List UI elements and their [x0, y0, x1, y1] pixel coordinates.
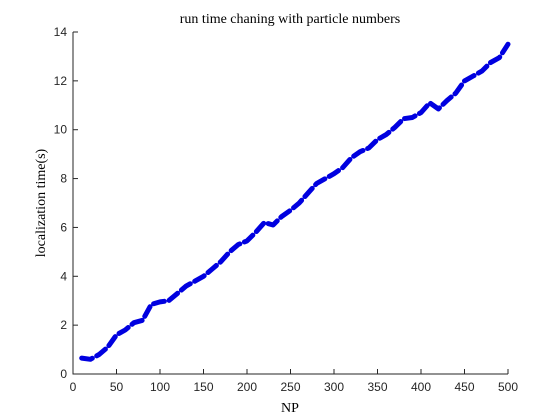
x-tick-label: 450: [454, 380, 474, 394]
series-layer: [79, 41, 511, 362]
y-tick-label: 8: [60, 172, 67, 186]
x-axis-label: NP: [281, 401, 299, 416]
x-tick-label: 250: [280, 380, 300, 394]
x-axis-ticks: 0 50 100 150 200 250 300 350 400 450 500: [70, 369, 518, 394]
x-tick-label: 200: [237, 380, 257, 394]
chart-title: run time chaning with particle numbers: [180, 12, 400, 27]
x-tick-label: 150: [193, 380, 213, 394]
x-tick-label: 300: [324, 380, 344, 394]
y-tick-label: 12: [54, 74, 68, 88]
y-tick-label: 14: [54, 25, 68, 39]
y-axis-ticks: 0 2 4 6 8 10 12 14: [54, 25, 78, 381]
x-tick-label: 0: [70, 380, 77, 394]
x-tick-label: 500: [498, 380, 518, 394]
x-tick-label: 100: [150, 380, 170, 394]
y-tick-label: 6: [60, 220, 67, 234]
y-tick-label: 2: [60, 318, 67, 332]
y-axis-label: localization time(s): [34, 148, 49, 257]
series-line: [79, 41, 511, 362]
y-tick-label: 0: [60, 367, 67, 381]
x-tick-label: 350: [367, 380, 387, 394]
x-tick-label: 400: [411, 380, 431, 394]
x-tick-label: 50: [110, 380, 124, 394]
y-tick-label: 4: [60, 269, 67, 283]
y-tick-label: 10: [54, 123, 68, 137]
axis-frame: [72, 32, 508, 375]
